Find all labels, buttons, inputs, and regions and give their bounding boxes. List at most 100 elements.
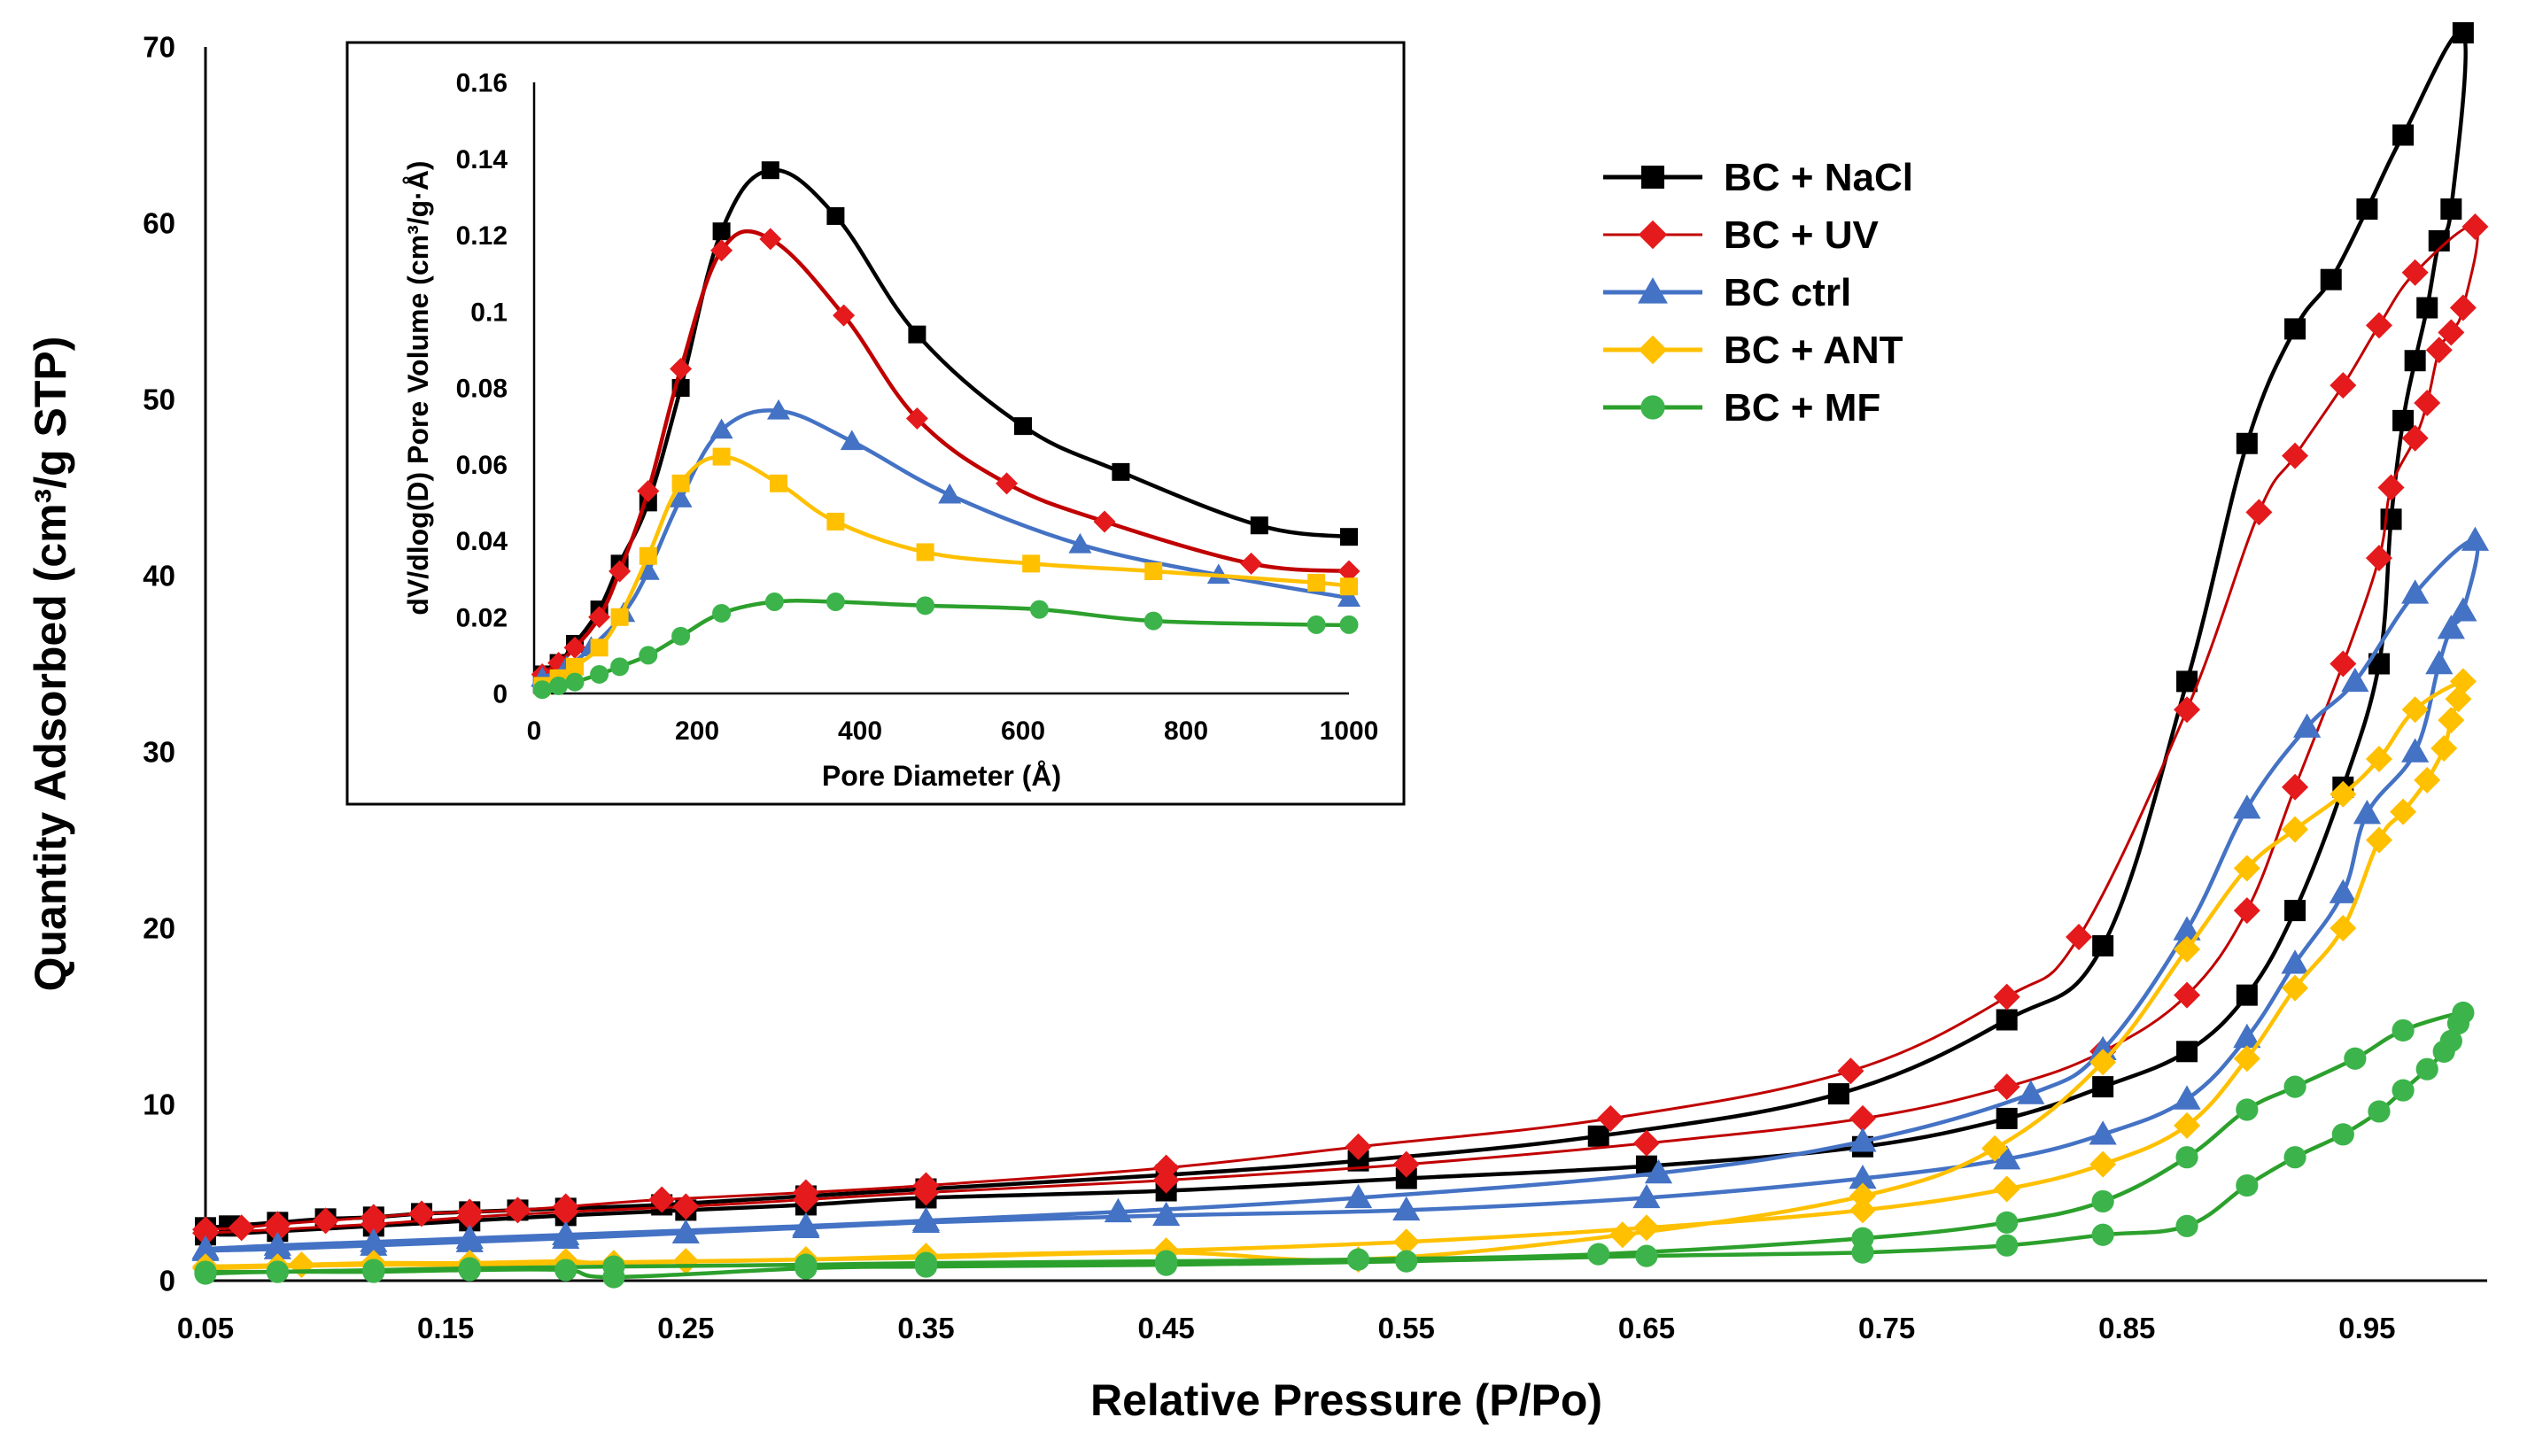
main-data-point-bc-uv: [2401, 424, 2429, 452]
main-y-tick-label: 30: [143, 736, 175, 769]
main-data-point-bc-mf: [1851, 1241, 1874, 1264]
main-data-point-bc-uv: [2330, 372, 2357, 399]
main-data-point-bc-uv: [192, 1220, 219, 1247]
main-data-point-bc-uv: [1597, 1104, 1624, 1132]
main-data-point-bc-ctrl: [1632, 1183, 1661, 1209]
main-x-tick-label: 0.05: [177, 1312, 234, 1344]
main-data-point-bc-mf: [2392, 1018, 2415, 1042]
inset-x-tick-label: 1000: [1320, 716, 1379, 746]
main-data-point-bc-mf: [1346, 1248, 1370, 1271]
main-data-point-bc-uv: [228, 1214, 255, 1242]
main-data-point-bc-nacl: [2392, 124, 2415, 146]
inset-data-point-bc-ant: [1022, 554, 1041, 573]
main-data-point-bc-uv: [2365, 312, 2392, 339]
legend-marker-bc-ant: [1638, 335, 1668, 365]
main-data-point-bc-mf: [2283, 1146, 2306, 1169]
inset-data-point-bc-ant: [1340, 577, 1358, 596]
main-data-point-bc-ant: [1993, 1175, 2020, 1203]
main-data-point-bc-mf: [2236, 1098, 2259, 1121]
main-data-point-bc-uv: [2438, 319, 2465, 346]
main-data-point-bc-uv: [2330, 650, 2357, 678]
inset-data-point-bc-ant: [712, 447, 731, 466]
inset-y-tick-label: 0.04: [456, 527, 508, 556]
main-data-point-bc-mf: [2415, 1057, 2438, 1080]
main-y-tick-label: 0: [159, 1265, 175, 1297]
main-data-point-bc-uv: [2233, 897, 2260, 925]
main-data-point-bc-ctrl: [1152, 1201, 1181, 1227]
main-data-point-bc-ctrl: [1993, 1145, 2021, 1170]
main-data-point-bc-nacl: [2392, 409, 2415, 431]
main-data-point-bc-ant: [2414, 766, 2441, 794]
inset-data-point-bc-uv: [996, 472, 1019, 495]
main-data-point-bc-ctrl: [2341, 667, 2369, 693]
main-data-point-bc-ant: [1632, 1214, 1660, 1242]
main-data-point-bc-ant: [2445, 685, 2472, 713]
inset-data-point-bc-mf: [549, 676, 569, 695]
inset-data-point-bc-uv: [637, 479, 660, 502]
main-series-bc-mf: [194, 1001, 2475, 1289]
main-data-point-bc-uv: [1152, 1166, 1180, 1194]
inset-y-tick-label: 0.02: [456, 603, 508, 632]
main-data-point-bc-nacl: [2236, 432, 2258, 454]
inset-data-point-bc-ant: [1144, 562, 1163, 580]
main-data-point-bc-nacl: [2356, 198, 2378, 221]
legend-marker-bc-uv: [1638, 220, 1668, 250]
inset-data-point-bc-uv: [1240, 552, 1263, 575]
inset-data-point-bc-nacl: [826, 206, 845, 225]
main-data-point-bc-ctrl: [671, 1219, 700, 1243]
main-data-point-bc-ctrl: [792, 1213, 820, 1238]
main-data-point-bc-ant: [2365, 745, 2392, 772]
inset-data-point-bc-ctrl: [767, 399, 790, 420]
main-data-point-bc-ant: [2174, 935, 2201, 963]
inset-data-point-bc-ctrl: [1206, 563, 1230, 585]
main-data-point-bc-uv: [672, 1193, 700, 1220]
main-data-point-bc-mf: [2392, 1079, 2415, 1102]
main-data-point-bc-ant: [2330, 915, 2357, 941]
inset-x-tick-label: 600: [1001, 716, 1045, 746]
main-data-point-bc-ctrl: [2233, 1023, 2261, 1049]
main-data-point-bc-uv: [2066, 923, 2093, 950]
inset-data-point-bc-mf: [712, 603, 732, 623]
inset-x-axis-title: Pore Diameter (Å): [822, 760, 1061, 792]
main-data-point-bc-uv: [2365, 545, 2392, 572]
main-data-point-bc-uv: [360, 1211, 387, 1238]
legend-entry-bc-ctrl: BC ctrl: [1603, 271, 1851, 314]
main-data-point-bc-ctrl: [2173, 1085, 2201, 1110]
main-data-point-bc-mf: [795, 1257, 818, 1280]
main-data-point-bc-uv: [504, 1197, 531, 1224]
main-data-point-bc-mf: [2283, 1075, 2306, 1098]
main-data-point-bc-mf: [2344, 1047, 2367, 1070]
legend-label-bc-mf: BC + MF: [1724, 386, 1880, 430]
main-data-point-bc-ctrl: [1849, 1164, 1877, 1189]
main-data-point-bc-mf: [2175, 1146, 2198, 1169]
main-data-point-bc-ant: [2174, 1111, 2201, 1139]
main-data-point-bc-ant: [2401, 696, 2429, 724]
inset-y-tick-label: 0.1: [470, 298, 508, 327]
main-data-point-bc-ant: [2390, 798, 2417, 825]
legend-entry-bc-ant: BC + ANT: [1603, 329, 1903, 372]
main-data-point-bc-ctrl: [2017, 1080, 2045, 1104]
legend-entry-bc-uv: BC + UV: [1603, 213, 1879, 257]
inset-y-tick-label: 0.06: [456, 451, 508, 480]
main-data-point-bc-uv: [456, 1204, 484, 1231]
main-data-point-bc-ctrl: [1104, 1197, 1132, 1223]
main-data-point-bc-ant: [2282, 974, 2309, 1002]
main-x-axis-title: Relative Pressure (P/Po): [1090, 1375, 1602, 1425]
main-data-point-bc-ant: [2233, 855, 2260, 882]
inset-y-tick-label: 0.14: [456, 145, 508, 174]
main-data-point-bc-ctrl: [2449, 597, 2477, 622]
main-data-point-bc-uv: [2461, 213, 2489, 240]
main-plot: 0.05 0.15 0.25 0.35 0.45 0.55 0.65 0.75 0.85 0.95…: [26, 22, 2490, 1425]
inset-data-point-bc-mf: [826, 592, 845, 611]
main-data-point-bc-ant: [1609, 1221, 1636, 1249]
inset-data-point-bc-ctrl: [636, 560, 660, 580]
main-data-point-bc-ant: [1981, 1135, 2009, 1162]
inset-data-point-bc-mf: [671, 626, 691, 646]
main-data-point-bc-uv: [2282, 442, 2309, 469]
main-data-point-bc-ctrl: [1392, 1196, 1421, 1221]
main-data-point-bc-nacl: [2320, 268, 2342, 290]
main-data-point-bc-ctrl: [2329, 879, 2357, 903]
main-series-bc-ctrl: [191, 526, 2490, 1261]
